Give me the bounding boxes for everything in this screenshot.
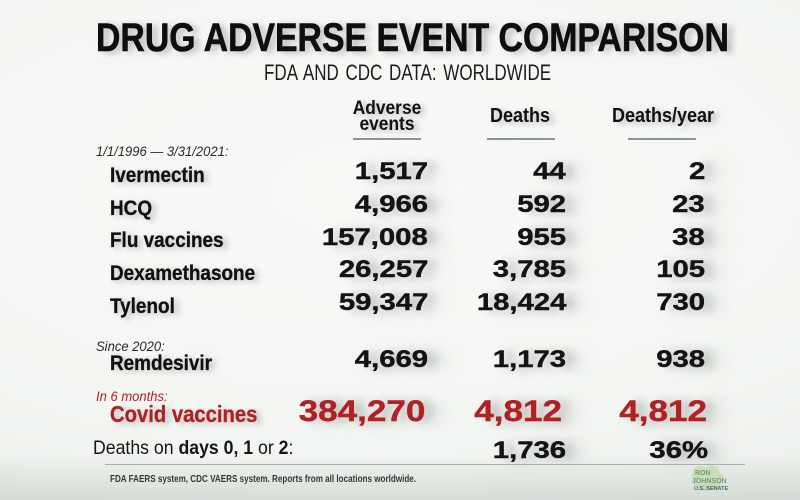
- svg-text:JOHNSON: JOHNSON: [692, 478, 727, 485]
- svg-text:RON: RON: [695, 470, 711, 477]
- svg-text:U.S. SENATE: U.S. SENATE: [694, 486, 728, 492]
